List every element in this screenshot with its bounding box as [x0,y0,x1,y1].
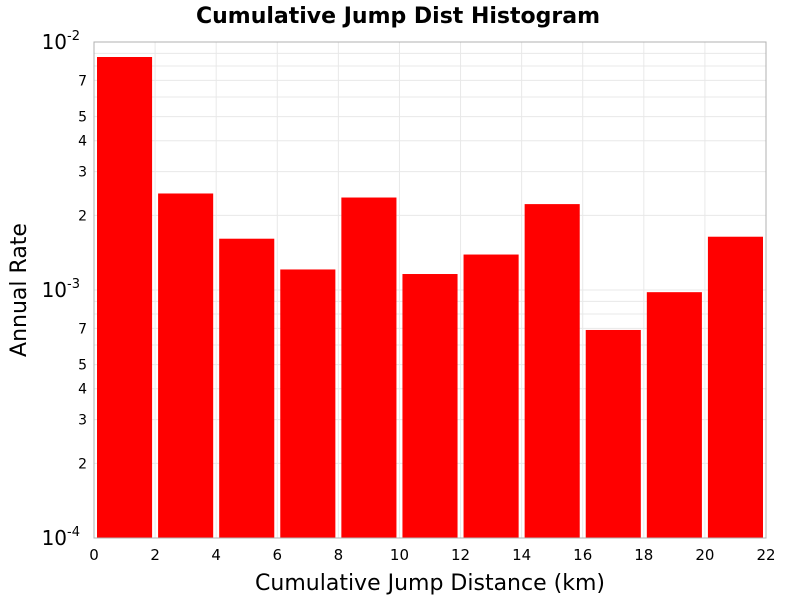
y-axis-label: Annual Rate [7,223,32,357]
x-tick-label: 12 [451,546,470,564]
histogram-bar [219,238,275,538]
y-minor-tick-label: 5 [78,110,87,126]
y-minor-tick-label: 3 [78,165,87,181]
x-tick-label: 22 [756,546,775,564]
y-minor-tick-label: 4 [78,134,87,150]
histogram-bar [707,236,763,538]
y-minor-tick-label: 2 [78,456,87,472]
x-tick-label: 2 [150,546,160,564]
chart-title: Cumulative Jump Dist Histogram [196,4,600,29]
histogram-bar [646,292,702,538]
y-decade-label: 10-2 [42,29,80,54]
y-axis-ticks: 10-4 10-3 10-2 2 3 4 5 7 2 3 4 5 7 [42,29,88,550]
histogram-bar [402,274,458,538]
histogram-bar [97,56,153,538]
plot-area-border [93,41,767,539]
histogram-bar [585,329,641,538]
x-tick-label: 16 [573,546,592,564]
histogram-bar [463,254,519,538]
x-tick-label: 14 [512,546,531,564]
x-tick-label: 8 [334,546,344,564]
y-minor-tick-label: 7 [78,73,87,89]
y-minor-tick-label: 2 [78,208,87,224]
histogram-bar [341,197,397,538]
histogram-bar [524,204,580,538]
x-axis-label: Cumulative Jump Distance (km) [255,571,605,596]
bars [97,56,763,538]
y-minor-tick-label: 4 [78,382,87,398]
histogram-bar [280,269,336,538]
x-tick-label: 10 [390,546,409,564]
y-decade-label: 10-3 [42,277,80,302]
x-tick-label: 6 [272,546,282,564]
histogram-bar [158,193,214,538]
x-tick-label: 18 [634,546,653,564]
x-tick-label: 0 [89,546,99,564]
x-tick-label: 4 [211,546,221,564]
x-tick-label: 20 [695,546,714,564]
y-minor-tick-label: 7 [78,321,87,337]
y-minor-tick-label: 5 [78,358,87,374]
y-decade-label: 10-4 [42,525,80,550]
y-minor-tick-label: 3 [78,413,87,429]
x-axis-ticks: 0 2 4 6 8 10 12 14 16 18 20 22 [89,546,775,564]
